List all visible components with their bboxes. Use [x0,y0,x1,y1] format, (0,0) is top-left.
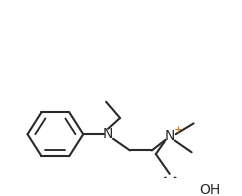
Text: N: N [165,129,175,143]
Text: OH: OH [200,183,221,196]
Text: N: N [103,127,113,141]
Text: +: + [174,125,183,135]
